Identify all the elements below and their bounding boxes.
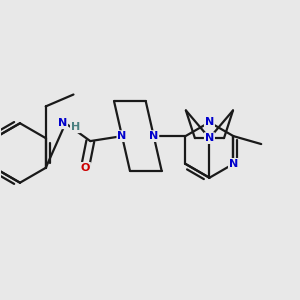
- Text: N: N: [205, 117, 214, 127]
- Text: N: N: [205, 133, 214, 143]
- Text: N: N: [149, 131, 158, 141]
- Text: N: N: [117, 131, 127, 141]
- Text: O: O: [81, 163, 90, 173]
- Text: H: H: [71, 122, 80, 132]
- Text: N: N: [58, 118, 67, 128]
- Text: N: N: [229, 159, 238, 169]
